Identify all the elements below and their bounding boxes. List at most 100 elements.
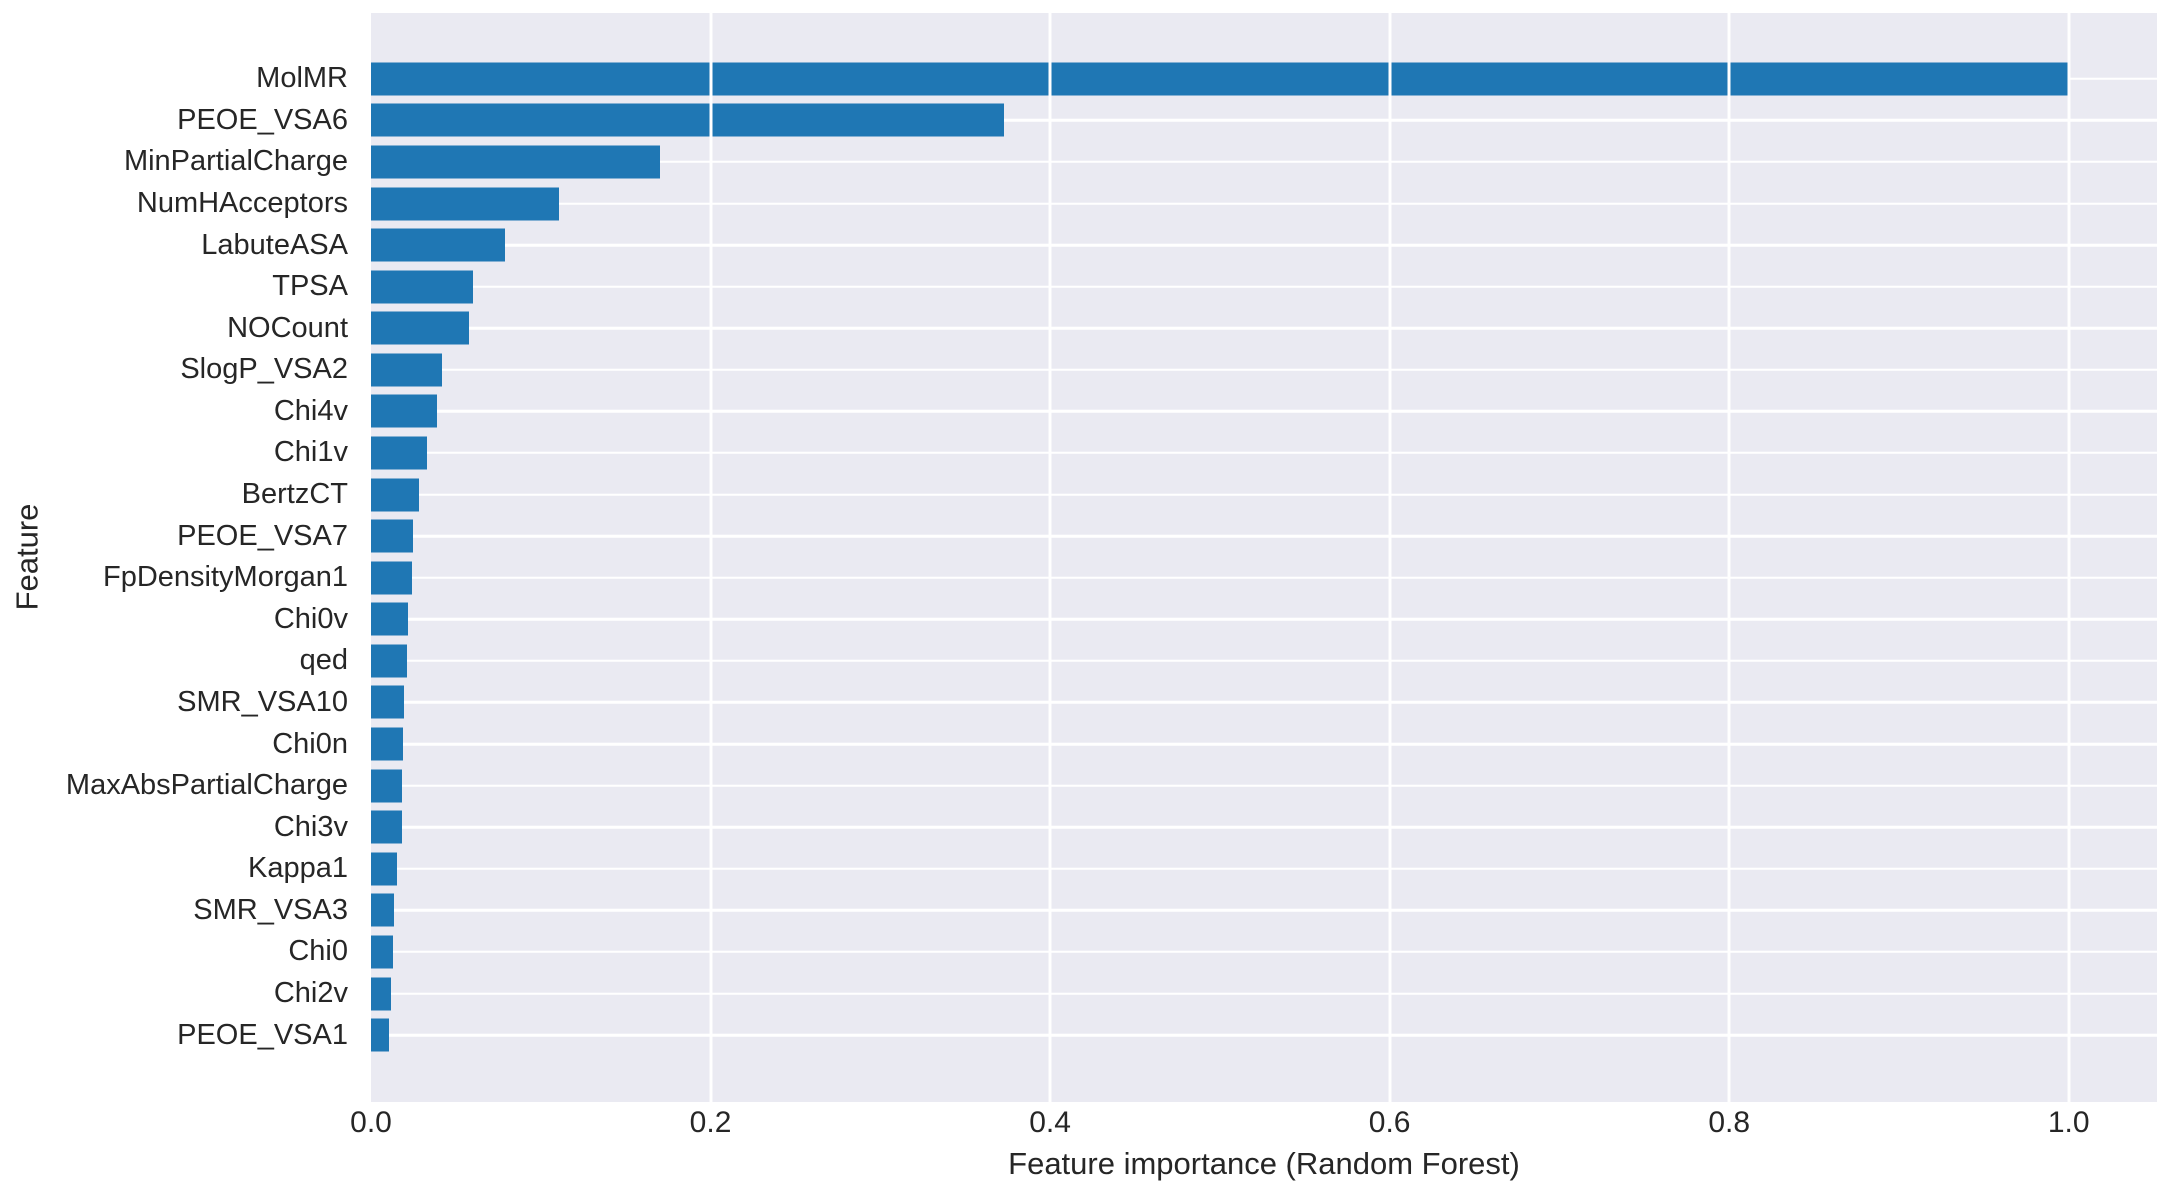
y-tick-label: Chi1v bbox=[273, 436, 348, 469]
gridline-y bbox=[371, 160, 2157, 164]
x-tick-label: 0.4 bbox=[1029, 1106, 1071, 1139]
y-tick-label: Chi3v bbox=[273, 810, 348, 843]
bar-SMR_VSA3 bbox=[371, 893, 394, 927]
gridline-y bbox=[371, 992, 2157, 995]
bar-MinPartialCharge bbox=[371, 145, 660, 179]
gridline-y bbox=[371, 410, 2157, 413]
gridline-y bbox=[371, 659, 2157, 663]
plot-area bbox=[371, 13, 2157, 1102]
x-tick-labels: 0.0 0.2 0.4 0.6 0.8 1.0 bbox=[350, 1106, 2157, 1148]
gridline-y bbox=[371, 867, 2157, 871]
gridline-y bbox=[371, 1033, 2157, 1037]
bar-row bbox=[371, 723, 2157, 765]
bar-PEOE_VSA7 bbox=[371, 519, 414, 553]
gridline-y bbox=[371, 618, 2157, 621]
bar-row bbox=[371, 848, 2157, 890]
gridline-y bbox=[371, 950, 2157, 954]
y-tick-label: BertzCT bbox=[241, 478, 348, 511]
bar-SlogP_VSA2 bbox=[371, 353, 443, 387]
y-tick-label: Chi0n bbox=[272, 727, 348, 760]
bar-PEOE_VSA6 bbox=[371, 103, 1005, 137]
y-tick-label: TPSA bbox=[272, 270, 348, 303]
gridline-y bbox=[371, 285, 2157, 288]
bar-MolMR bbox=[371, 62, 2069, 96]
gridline-x-0.4 bbox=[1048, 13, 1052, 1102]
bar-Chi3v bbox=[371, 810, 402, 844]
y-tick-label: SMR_VSA3 bbox=[193, 893, 348, 926]
bar-row bbox=[371, 391, 2157, 433]
gridline-y bbox=[371, 576, 2157, 579]
y-tick-label: Chi0v bbox=[273, 602, 348, 635]
y-tick-label: Chi2v bbox=[273, 977, 348, 1009]
gridline-x-0.2 bbox=[709, 13, 713, 1102]
gridline-y bbox=[371, 742, 2157, 746]
gridline-y bbox=[371, 119, 2157, 122]
bar-row bbox=[371, 432, 2157, 474]
bar-Chi0v bbox=[371, 602, 409, 636]
gridline-y bbox=[371, 327, 2157, 330]
bar-row bbox=[371, 931, 2157, 973]
bar-row bbox=[371, 307, 2157, 349]
y-tick-label: PEOE_VSA6 bbox=[177, 103, 348, 136]
bar-row bbox=[371, 349, 2157, 391]
bar-row bbox=[371, 973, 2157, 1015]
y-tick-label: MinPartialCharge bbox=[123, 145, 348, 178]
bar-row bbox=[371, 682, 2157, 724]
bar-MaxAbsPartialCharge bbox=[371, 769, 403, 803]
x-tick-label: 0.6 bbox=[1368, 1106, 1411, 1139]
bar-row bbox=[371, 765, 2157, 807]
bar-LabuteASA bbox=[371, 228, 506, 262]
bar-FpDensityMorgan1 bbox=[371, 561, 412, 595]
gridline-y bbox=[371, 909, 2157, 912]
gridline-y bbox=[371, 825, 2157, 829]
bar-row bbox=[371, 515, 2157, 557]
y-tick-label: Chi0 bbox=[288, 935, 348, 968]
bar-rows bbox=[371, 58, 2157, 1056]
bar-row bbox=[371, 1014, 2157, 1056]
gridline-y bbox=[371, 451, 2157, 455]
bar-row bbox=[371, 266, 2157, 308]
y-tick-label: NOCount bbox=[227, 311, 348, 344]
bar-Chi0 bbox=[371, 935, 394, 969]
x-tick-label: 0.8 bbox=[1708, 1106, 1751, 1139]
bar-NOCount bbox=[371, 311, 470, 345]
y-tick-labels: MolMR PEOE_VSA6 MinPartialCharge NumHAccept… bbox=[0, 58, 359, 1056]
x-tick-label: 0.2 bbox=[689, 1106, 732, 1139]
x-tick-label: 1.0 bbox=[2047, 1106, 2090, 1139]
bar-row bbox=[371, 599, 2157, 641]
y-tick-label: MaxAbsPartialCharge bbox=[65, 769, 348, 802]
bar-Chi0n bbox=[371, 727, 404, 761]
gridline-y bbox=[371, 368, 2157, 372]
bar-qed bbox=[371, 644, 407, 678]
y-tick-label: NumHAcceptors bbox=[136, 187, 348, 220]
gridline-y bbox=[371, 784, 2157, 787]
bar-row bbox=[371, 100, 2157, 142]
y-tick-label: Kappa1 bbox=[248, 852, 348, 885]
gridline-x-1 bbox=[2067, 13, 2071, 1102]
x-axis-label: Feature importance (Random Forest) bbox=[1008, 1146, 1520, 1181]
bar-Chi2v bbox=[371, 977, 391, 1010]
y-tick-label: Chi4v bbox=[273, 394, 348, 427]
bar-Chi4v bbox=[371, 394, 438, 428]
gridline-y bbox=[371, 701, 2157, 704]
gridline-y bbox=[371, 243, 2157, 247]
gridline-y bbox=[371, 493, 2157, 496]
y-tick-label: SlogP_VSA2 bbox=[180, 353, 348, 386]
y-tick-label: PEOE_VSA7 bbox=[177, 519, 348, 552]
bar-row bbox=[371, 224, 2157, 266]
bar-NumHAcceptors bbox=[371, 187, 560, 221]
y-tick-label: qed bbox=[299, 644, 348, 677]
bar-SMR_VSA10 bbox=[371, 685, 405, 719]
gridline-y bbox=[371, 202, 2157, 205]
gridline-x-0.8 bbox=[1727, 13, 1731, 1102]
bar-row bbox=[371, 141, 2157, 183]
bar-BertzCT bbox=[371, 478, 419, 512]
gridline-y bbox=[371, 534, 2157, 538]
y-tick-label: LabuteASA bbox=[201, 228, 348, 261]
bar-row bbox=[371, 183, 2157, 225]
y-tick-label: PEOE_VSA1 bbox=[177, 1018, 348, 1051]
gridline-x-0.6 bbox=[1388, 13, 1392, 1102]
bar-row bbox=[371, 640, 2157, 682]
bar-row bbox=[371, 557, 2157, 599]
